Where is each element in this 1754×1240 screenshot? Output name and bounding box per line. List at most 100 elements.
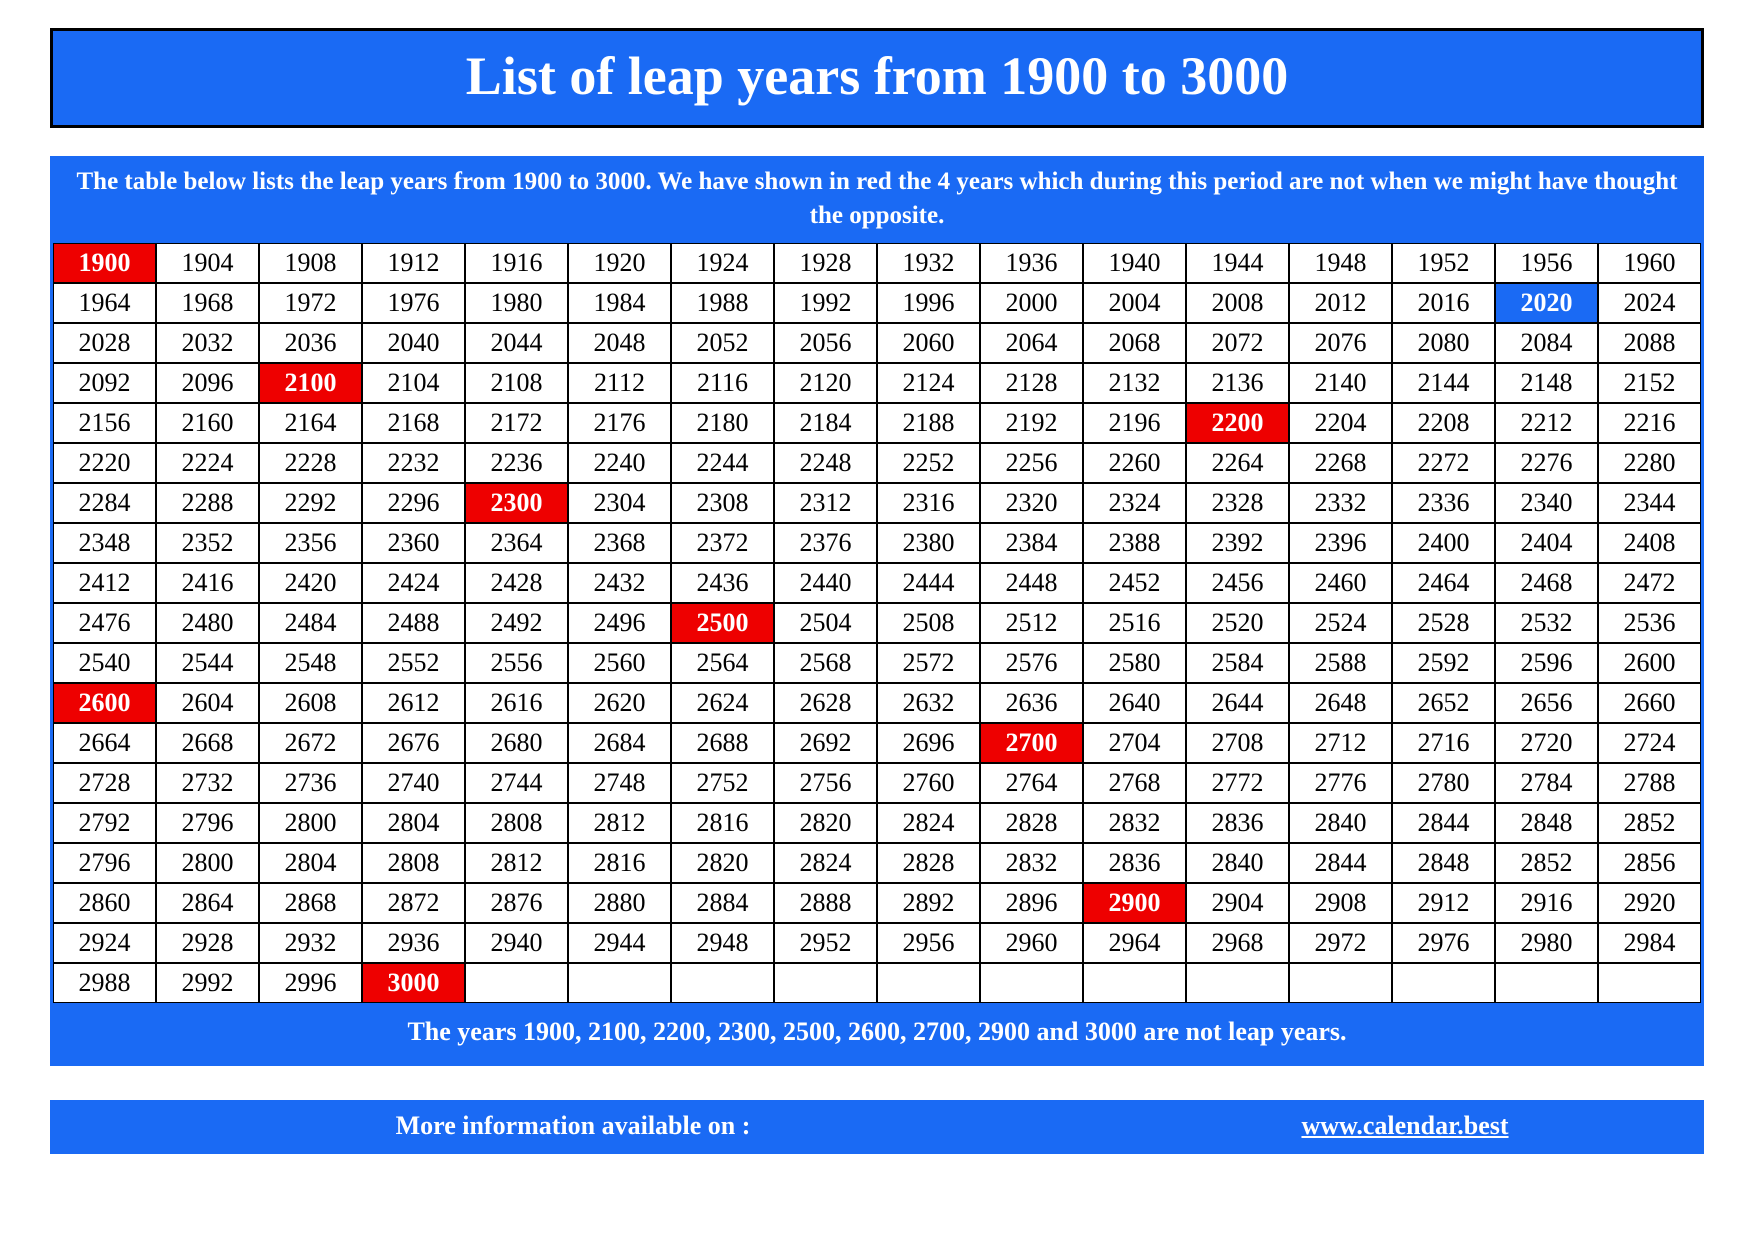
year-cell: 2176 <box>568 403 671 443</box>
year-cell: 2040 <box>362 323 465 363</box>
empty-cell <box>980 963 1083 1003</box>
year-cell: 2260 <box>1083 443 1186 483</box>
year-cell: 2036 <box>259 323 362 363</box>
year-cell: 2436 <box>671 563 774 603</box>
year-cell: 2896 <box>980 883 1083 923</box>
year-cell: 2132 <box>1083 363 1186 403</box>
year-cell: 2920 <box>1598 883 1701 923</box>
year-cell: 2184 <box>774 403 877 443</box>
year-cell: 2808 <box>465 803 568 843</box>
year-cell: 2412 <box>53 563 156 603</box>
year-cell: 2444 <box>877 563 980 603</box>
year-cell: 2788 <box>1598 763 1701 803</box>
year-cell: 2492 <box>465 603 568 643</box>
footer-info-label: More information available on : <box>77 1111 1069 1141</box>
year-cell: 2700 <box>980 723 1083 763</box>
year-cell: 2600 <box>1598 643 1701 683</box>
year-cell: 2744 <box>465 763 568 803</box>
year-cell: 1904 <box>156 243 259 283</box>
year-cell: 2668 <box>156 723 259 763</box>
year-cell: 2404 <box>1495 523 1598 563</box>
year-cell: 2760 <box>877 763 980 803</box>
year-cell: 2360 <box>362 523 465 563</box>
year-cell: 2948 <box>671 923 774 963</box>
empty-cell <box>1392 963 1495 1003</box>
year-cell: 2020 <box>1495 283 1598 323</box>
year-cell: 2080 <box>1392 323 1495 363</box>
year-cell: 2048 <box>568 323 671 363</box>
year-cell: 2124 <box>877 363 980 403</box>
year-cell: 2032 <box>156 323 259 363</box>
year-cell: 2400 <box>1392 523 1495 563</box>
year-cell: 2548 <box>259 643 362 683</box>
year-cell: 2064 <box>980 323 1083 363</box>
year-cell: 2220 <box>53 443 156 483</box>
year-cell: 1932 <box>877 243 980 283</box>
year-cell: 2640 <box>1083 683 1186 723</box>
year-cell: 2256 <box>980 443 1083 483</box>
empty-cell <box>1083 963 1186 1003</box>
year-cell: 2352 <box>156 523 259 563</box>
year-cell: 2224 <box>156 443 259 483</box>
year-cell: 1968 <box>156 283 259 323</box>
empty-cell <box>774 963 877 1003</box>
year-cell: 2252 <box>877 443 980 483</box>
year-cell: 2520 <box>1186 603 1289 643</box>
year-cell: 1908 <box>259 243 362 283</box>
year-cell: 1960 <box>1598 243 1701 283</box>
year-cell: 1992 <box>774 283 877 323</box>
year-cell: 2852 <box>1598 803 1701 843</box>
year-cell: 2672 <box>259 723 362 763</box>
year-cell: 2236 <box>465 443 568 483</box>
year-cell: 2060 <box>877 323 980 363</box>
year-cell: 2284 <box>53 483 156 523</box>
year-cell: 1928 <box>774 243 877 283</box>
year-cell: 2204 <box>1289 403 1392 443</box>
page-title: List of leap years from 1900 to 3000 <box>50 28 1704 128</box>
year-cell: 2944 <box>568 923 671 963</box>
footer-note: The years 1900, 2100, 2200, 2300, 2500, … <box>53 1003 1701 1063</box>
year-cell: 2244 <box>671 443 774 483</box>
year-cell: 2552 <box>362 643 465 683</box>
year-cell: 2540 <box>53 643 156 683</box>
empty-cell <box>877 963 980 1003</box>
empty-cell <box>1495 963 1598 1003</box>
year-cell: 2264 <box>1186 443 1289 483</box>
year-cell: 2384 <box>980 523 1083 563</box>
year-cell: 1924 <box>671 243 774 283</box>
year-cell: 2504 <box>774 603 877 643</box>
year-cell: 2232 <box>362 443 465 483</box>
year-cell: 2380 <box>877 523 980 563</box>
year-cell: 2496 <box>568 603 671 643</box>
year-cell: 2072 <box>1186 323 1289 363</box>
year-cell: 2144 <box>1392 363 1495 403</box>
year-cell: 2704 <box>1083 723 1186 763</box>
year-cell: 2608 <box>259 683 362 723</box>
year-cell: 2576 <box>980 643 1083 683</box>
footer-link[interactable]: www.calendar.best <box>1133 1111 1677 1141</box>
year-cell: 2568 <box>774 643 877 683</box>
year-cell: 2012 <box>1289 283 1392 323</box>
year-cell: 2112 <box>568 363 671 403</box>
year-cell: 2536 <box>1598 603 1701 643</box>
year-cell: 2344 <box>1598 483 1701 523</box>
year-cell: 2008 <box>1186 283 1289 323</box>
year-cell: 2804 <box>259 843 362 883</box>
year-cell: 2448 <box>980 563 1083 603</box>
year-cell: 2108 <box>465 363 568 403</box>
year-cell: 2980 <box>1495 923 1598 963</box>
year-cell: 2992 <box>156 963 259 1003</box>
year-cell: 2416 <box>156 563 259 603</box>
year-cell: 2924 <box>53 923 156 963</box>
year-cell: 2340 <box>1495 483 1598 523</box>
year-cell: 2564 <box>671 643 774 683</box>
year-cell: 2440 <box>774 563 877 603</box>
year-cell: 2296 <box>362 483 465 523</box>
year-cell: 2656 <box>1495 683 1598 723</box>
year-cell: 2096 <box>156 363 259 403</box>
year-cell: 2832 <box>1083 803 1186 843</box>
year-cell: 2512 <box>980 603 1083 643</box>
year-cell: 2756 <box>774 763 877 803</box>
year-cell: 2528 <box>1392 603 1495 643</box>
year-cell: 2104 <box>362 363 465 403</box>
